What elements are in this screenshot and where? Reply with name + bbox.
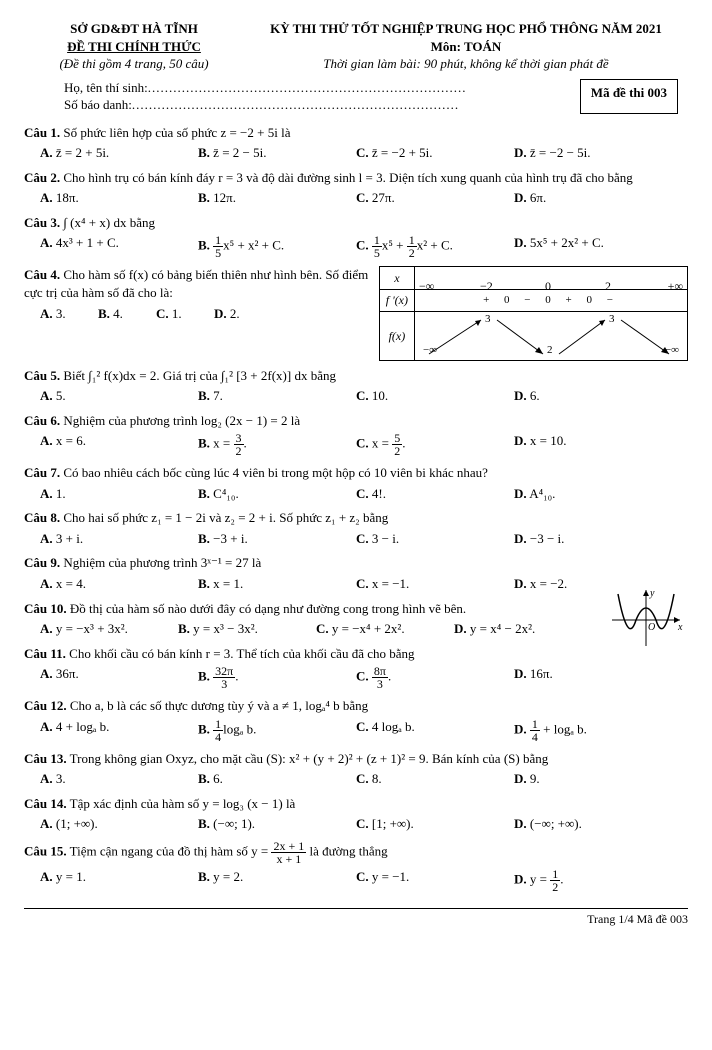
header: SỞ GD&ĐT HÀ TĨNH ĐỀ THI CHÍNH THỨC (Đề t… xyxy=(24,20,688,73)
question-7: Câu 7. Có bao nhiêu cách bốc cùng lúc 4 … xyxy=(24,464,688,503)
question-2: Câu 2. Cho hình trụ có bán kính đáy r = … xyxy=(24,169,688,208)
page-footer: Trang 1/4 Mã đề 003 xyxy=(24,908,688,927)
question-14: Câu 14. Tập xác định của hàm số y = log₃… xyxy=(24,795,688,834)
question-9: Câu 9. Nghiệm của phương trình 3ˣ⁻¹ = 27… xyxy=(24,554,688,593)
exam-code: Mã đề thi 003 xyxy=(580,79,678,114)
note-left: (Đề thi gồm 4 trang, 50 câu) xyxy=(24,55,244,73)
time: Thời gian làm bài: 90 phút, không kể thờ… xyxy=(244,55,688,73)
question-3: Câu 3. ∫ (x⁴ + x) dx bằng A. 4x³ + 1 + C… xyxy=(24,214,688,261)
question-13: Câu 13. Trong không gian Oxyz, cho mặt c… xyxy=(24,750,688,789)
question-4: Câu 4. Cho hàm số f(x) có bảng biến thiê… xyxy=(24,266,688,360)
name-label: Họ, tên thí sinh: xyxy=(64,80,148,95)
variation-table: x −∞ −2 0 2 +∞ f '(x) + 0 − 0 + 0 − f(x) xyxy=(379,266,688,360)
question-5: Câu 5. Biết ∫₁² f(x)dx = 2. Giá trị của … xyxy=(24,367,688,406)
quartic-curve-icon: x y O xyxy=(604,586,684,650)
org: SỞ GD&ĐT HÀ TĨNH xyxy=(24,20,244,38)
question-12: Câu 12. Cho a, b là các số thực dương tù… xyxy=(24,697,688,744)
svg-text:x: x xyxy=(677,622,683,633)
question-15: Câu 15. Tiệm cận ngang của đồ thị hàm số… xyxy=(24,840,688,894)
id-label: Số báo danh: xyxy=(64,97,132,112)
question-6: Câu 6. Nghiệm của phương trình log₂ (2x … xyxy=(24,412,688,459)
exam-line: ĐỀ THI CHÍNH THỨC xyxy=(24,38,244,56)
subject: Môn: TOÁN xyxy=(244,38,688,56)
exam-title: KỲ THI THỬ TỐT NGHIỆP TRUNG HỌC PHỔ THÔN… xyxy=(244,20,688,38)
svg-text:O: O xyxy=(648,622,655,633)
question-8: Câu 8. Cho hai số phức z₁ = 1 − 2i và z₂… xyxy=(24,509,688,548)
question-11: Câu 11. Cho khối cầu có bán kính r = 3. … xyxy=(24,645,688,692)
question-1: Câu 1. Số phức liên hợp của số phức z = … xyxy=(24,124,688,163)
question-10: Câu 10. Đồ thị của hàm số nào dưới đây c… xyxy=(24,600,688,639)
svg-text:y: y xyxy=(649,588,655,599)
student-info: Họ, tên thí sinh:.......................… xyxy=(64,79,688,114)
